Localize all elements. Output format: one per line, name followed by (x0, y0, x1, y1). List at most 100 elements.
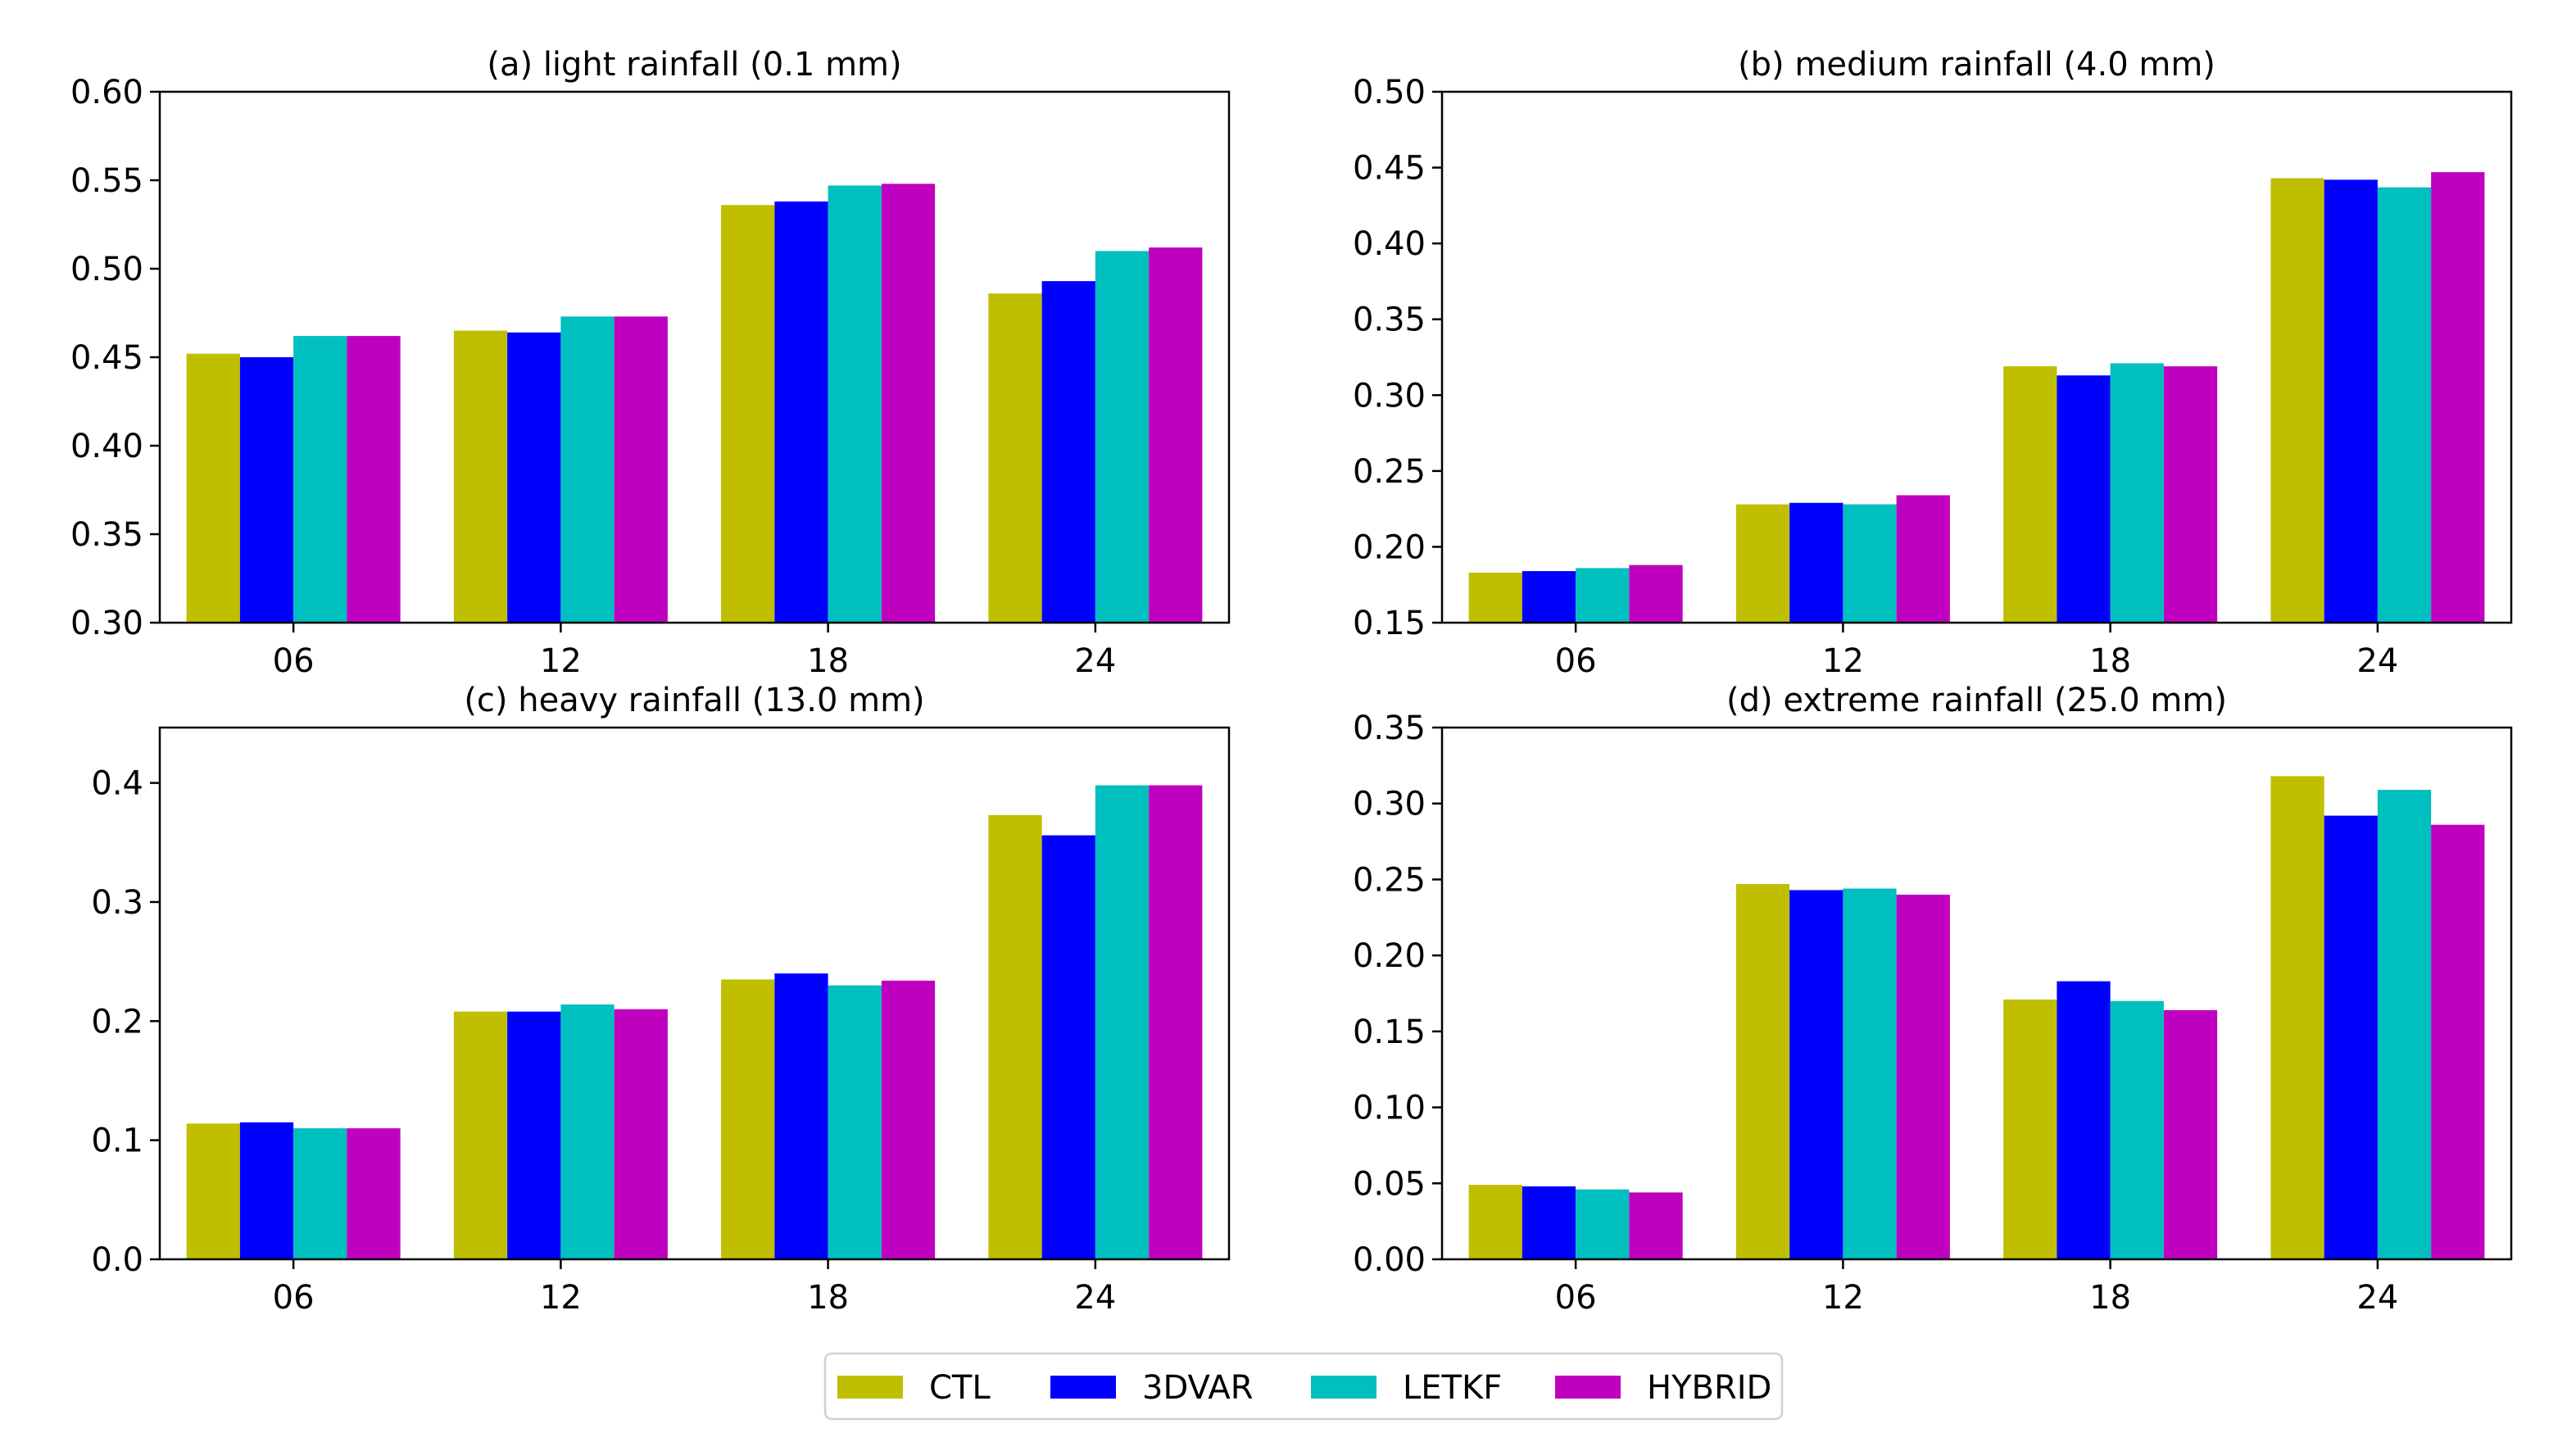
x-tick-label-b: 18 (2089, 642, 2131, 680)
x-tick-label-a: 18 (807, 642, 849, 680)
y-tick-label-b: 0.40 (1353, 225, 1426, 263)
bar-b-ctl-06 (1468, 572, 1522, 623)
x-tick-label-b: 24 (2356, 642, 2398, 680)
bar-a-ctl-24 (988, 293, 1042, 623)
y-tick-label-b: 0.25 (1353, 453, 1426, 491)
legend-swatch-letkf (1311, 1376, 1376, 1399)
bar-c-hybrid-18 (881, 980, 936, 1259)
bar-a-hybrid-12 (614, 316, 668, 623)
bar-a-letkf-24 (1095, 251, 1150, 623)
legend-item-letkf: LETKF (1311, 1369, 1502, 1407)
bar-a-3dvar-06 (239, 357, 294, 623)
x-tick-label-d: 06 (1555, 1279, 1597, 1317)
legend: CTL 3DVAR LETKF HYBRID (823, 1352, 1784, 1421)
bar-d-3dvar-12 (1789, 890, 1844, 1259)
y-tick-label-c: 0.4 (91, 765, 143, 803)
y-tick-label-b: 0.30 (1353, 377, 1426, 415)
x-tick-label-c: 12 (540, 1279, 582, 1317)
y-tick-label-d: 0.25 (1353, 861, 1426, 899)
x-tick-label-a: 06 (273, 642, 315, 680)
y-tick-label-a: 0.30 (70, 605, 143, 642)
bar-b-hybrid-24 (2431, 172, 2485, 623)
y-tick-label-b: 0.45 (1353, 150, 1426, 188)
bar-a-hybrid-06 (347, 336, 401, 623)
chart-title-c: (c) heavy rainfall (13.0 mm) (464, 682, 924, 719)
bar-b-3dvar-06 (1522, 571, 1576, 623)
x-tick-label-c: 18 (807, 1279, 849, 1317)
y-tick-label-a: 0.45 (70, 339, 143, 377)
bar-c-ctl-12 (453, 1011, 508, 1259)
bar-b-letkf-12 (1843, 504, 1897, 623)
bar-c-hybrid-12 (614, 1009, 668, 1259)
bar-d-ctl-06 (1468, 1185, 1522, 1259)
legend-swatch-hybrid (1555, 1376, 1621, 1399)
chart-panel-c: 0.0 0.1 0.2 0.3 0.4 06 12 18 24 (c) heavy rainfal… (91, 682, 1231, 1317)
legend-label-ctl: CTL (929, 1369, 991, 1407)
bar-a-ctl-12 (453, 330, 508, 623)
bar-c-3dvar-18 (774, 973, 828, 1259)
chart-panel-d: 0.00 0.05 0.10 0.15 0.20 0.25 0.30 0.35 06 12 18 24… (1353, 682, 2513, 1317)
y-tick-label-c: 0.0 (91, 1241, 143, 1279)
bar-b-hybrid-06 (1629, 565, 1683, 623)
bar-d-letkf-24 (2377, 790, 2432, 1259)
bar-c-ctl-06 (186, 1123, 240, 1259)
bar-b-hybrid-18 (2163, 366, 2218, 623)
x-tick-label-b: 06 (1555, 642, 1597, 680)
bar-c-hybrid-06 (347, 1128, 401, 1259)
bar-a-3dvar-24 (1041, 281, 1095, 623)
x-tick-label-d: 12 (1822, 1279, 1864, 1317)
bar-c-letkf-18 (828, 985, 882, 1259)
legend-label-3dvar: 3DVAR (1142, 1369, 1254, 1407)
bar-a-3dvar-12 (507, 332, 561, 623)
bar-c-letkf-06 (293, 1128, 347, 1259)
chart-title-a: (a) light rainfall (0.1 mm) (487, 46, 901, 84)
y-tick-label-b: 0.35 (1353, 302, 1426, 339)
bar-d-hybrid-06 (1629, 1192, 1683, 1259)
y-tick-label-a: 0.60 (70, 74, 143, 111)
bar-b-ctl-18 (2003, 366, 2057, 623)
y-tick-label-d: 0.00 (1353, 1241, 1426, 1279)
y-tick-label-d: 0.35 (1353, 710, 1426, 747)
bar-b-3dvar-18 (2057, 375, 2111, 623)
bar-a-letkf-18 (828, 185, 882, 624)
y-tick-label-d: 0.05 (1353, 1165, 1426, 1203)
bar-b-letkf-18 (2110, 363, 2164, 623)
bar-d-3dvar-18 (2057, 981, 2111, 1259)
bar-a-hybrid-24 (1149, 247, 1203, 623)
x-tick-label-b: 12 (1822, 642, 1864, 680)
legend-item-ctl: CTL (837, 1369, 991, 1407)
bar-c-3dvar-06 (239, 1122, 294, 1259)
bar-d-hybrid-12 (1896, 894, 1950, 1259)
legend-item-hybrid: HYBRID (1555, 1369, 1771, 1407)
y-tick-label-d: 0.10 (1353, 1090, 1426, 1127)
bar-d-3dvar-24 (2324, 815, 2378, 1259)
x-tick-label-d: 18 (2089, 1279, 2131, 1317)
bar-c-letkf-12 (560, 1004, 615, 1259)
x-tick-label-a: 24 (1074, 642, 1116, 680)
bar-d-ctl-12 (1735, 883, 1790, 1259)
bar-a-letkf-06 (293, 336, 347, 623)
bar-d-letkf-06 (1576, 1189, 1630, 1259)
legend-box (823, 1352, 1784, 1421)
y-tick-label-a: 0.35 (70, 516, 143, 554)
bar-b-ctl-12 (1735, 504, 1790, 623)
y-tick-label-a: 0.50 (70, 251, 143, 288)
y-tick-label-b: 0.15 (1353, 605, 1426, 642)
bar-b-3dvar-12 (1789, 502, 1844, 623)
x-tick-label-c: 24 (1074, 1279, 1116, 1317)
bar-b-3dvar-24 (2324, 179, 2378, 623)
bar-d-ctl-18 (2003, 999, 2057, 1259)
bar-d-hybrid-24 (2431, 824, 2485, 1259)
y-tick-label-c: 0.3 (91, 884, 143, 922)
legend-label-hybrid: HYBRID (1647, 1369, 1771, 1407)
bar-b-hybrid-12 (1896, 495, 1950, 623)
legend-swatch-ctl (837, 1376, 903, 1399)
chart-panel-b: 0.15 0.20 0.25 0.30 0.35 0.40 0.45 0.50 06 12 18 24… (1353, 46, 2513, 680)
chart-panel-a: 0.30 0.35 0.40 0.45 0.50 0.55 0.60 06 12 18 24 (a) … (70, 46, 1231, 680)
bar-a-3dvar-18 (774, 201, 828, 624)
y-tick-label-a: 0.55 (70, 162, 143, 200)
bar-d-letkf-18 (2110, 1000, 2164, 1259)
bar-c-3dvar-12 (507, 1011, 561, 1259)
legend-label-letkf: LETKF (1403, 1369, 1502, 1407)
legend-item-3dvar: 3DVAR (1050, 1369, 1254, 1407)
